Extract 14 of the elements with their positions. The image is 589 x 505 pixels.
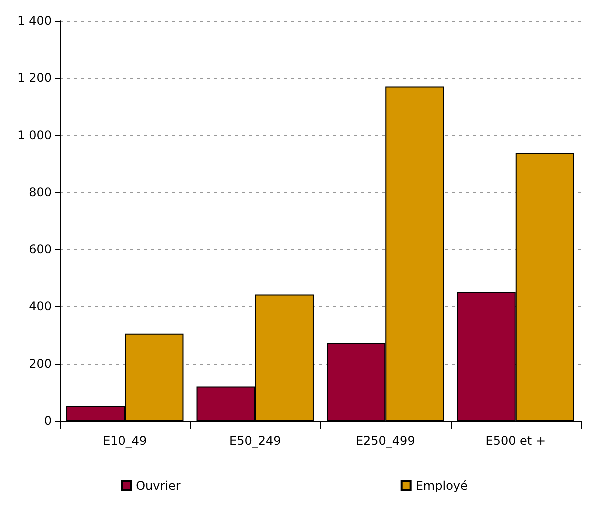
y-tick-label: 1 000 xyxy=(18,128,52,142)
x-tick-label: E500 et + xyxy=(486,434,546,448)
x-tick-label: E250_499 xyxy=(356,434,416,448)
legend-label: Ouvrier xyxy=(136,479,181,493)
x-tick-label: E10_49 xyxy=(103,434,148,448)
x-tick-label: E50_249 xyxy=(229,434,282,448)
y-tick-label: 0 xyxy=(44,414,52,428)
y-tick-label: 1 400 xyxy=(18,14,52,28)
y-tick-label: 400 xyxy=(29,300,52,314)
y-tick-label: 1 200 xyxy=(18,71,52,86)
y-tick-label: 200 xyxy=(29,356,52,371)
y-tick-label: 800 xyxy=(29,185,52,200)
legend-label: Employé xyxy=(416,479,468,493)
y-tick-label: 600 xyxy=(29,242,52,257)
